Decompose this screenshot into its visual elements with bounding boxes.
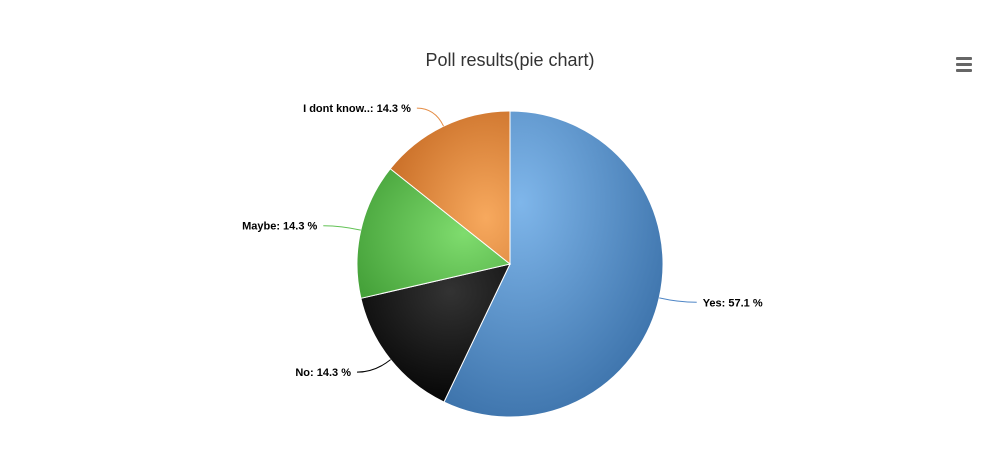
menu-button[interactable] [952,54,976,76]
pie-slice-no[interactable] [360,263,511,403]
data-label: Yes: 57.1 % [703,297,763,309]
data-label: I dont know..: 14.3 % [303,103,411,115]
chart-title: Poll results(pie chart) [425,50,595,70]
connector-line [323,225,361,231]
menu-line-icon [956,63,972,66]
menu-line-icon [956,69,972,72]
connector-line [659,297,697,303]
data-label: Maybe: 14.3 % [242,221,317,233]
connector-line [356,359,391,373]
menu-line-icon [956,57,972,60]
connector-line [416,107,445,127]
data-label: No: 14.3 % [295,367,351,379]
